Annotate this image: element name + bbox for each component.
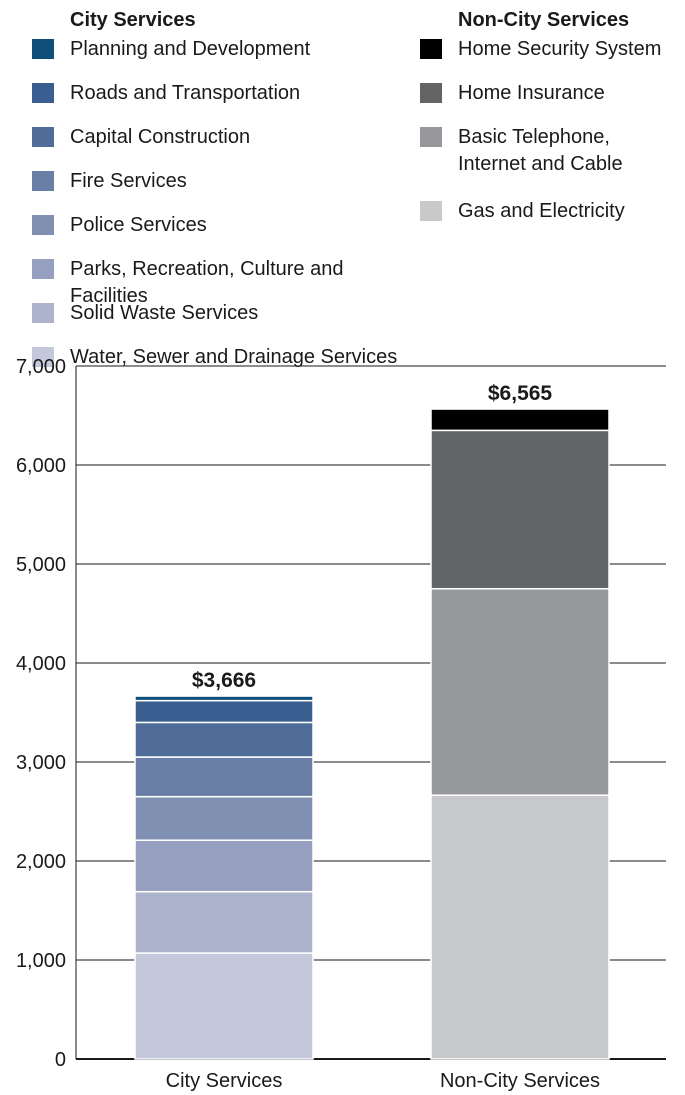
y-tick-label: 6,000 [16, 455, 66, 477]
bar-segment [134, 721, 314, 758]
bar-segment [134, 952, 314, 1060]
legend-label: Police Services [70, 214, 207, 236]
legend-swatch [32, 259, 54, 279]
legend-swatch [420, 83, 442, 103]
legend-swatch [32, 347, 54, 367]
legend-swatch [32, 215, 54, 235]
legend-swatch [420, 127, 442, 147]
bar-segment [134, 890, 314, 954]
legend-swatch [420, 39, 442, 59]
y-tick-label: 0 [55, 1049, 66, 1071]
city-legend-item: Parks, Recreation, Culture and Facilitie… [32, 256, 422, 307]
y-tick-label: 7,000 [16, 356, 66, 378]
city-legend-item: Water, Sewer and Drainage Services [32, 344, 422, 386]
legend-swatch [32, 83, 54, 103]
total-label: $6,565 [488, 382, 553, 405]
y-tick-label: 3,000 [16, 752, 66, 774]
city-legend-item: Police Services [32, 212, 422, 254]
noncity-legend-item: Gas and Electricity [420, 198, 682, 240]
legend-label: Fire Services [70, 170, 187, 192]
legend-label: Home Insurance [458, 82, 605, 104]
legend-noncity: Non-City Services Home Security System Ho… [420, 6, 682, 240]
x-tick-label: Non-City Services [440, 1070, 600, 1092]
legend-title-city: City Services [70, 9, 196, 31]
x-tick-label: City Services [166, 1070, 283, 1092]
legend-label: Gas and Electricity [458, 200, 625, 222]
legend-swatch [32, 171, 54, 191]
city-legend-item: Capital Construction [32, 124, 422, 166]
legend-label: Roads and Transportation [70, 82, 301, 104]
bar-segment [430, 408, 610, 432]
noncity-legend-item: Basic Telephone, Internet and Cable [420, 124, 682, 196]
noncity-legend-item: Home Security System [420, 36, 682, 78]
city-legend-item: Fire Services [32, 168, 422, 210]
legend-label: Water, Sewer and Drainage Services [70, 346, 398, 368]
y-tick-label: 5,000 [16, 554, 66, 576]
legend-swatch [32, 303, 54, 323]
legend-label: Basic Telephone, Internet and Cable [458, 126, 623, 175]
y-tick-label: 2,000 [16, 851, 66, 873]
legend-label: Solid Waste Services [70, 302, 259, 324]
bar-segment [134, 756, 314, 798]
legend-label: Capital Construction [70, 126, 251, 148]
city-legend-item: Solid Waste Services [32, 300, 422, 342]
legend-label: Home Security System [458, 38, 662, 60]
bar-segment [134, 699, 314, 724]
legend-city: City Services Planning and Development Ro… [32, 6, 422, 386]
y-tick-label: 1,000 [16, 950, 66, 972]
legend-label: Parks, Recreation, Culture and Facilitie… [70, 258, 344, 307]
total-label: $3,666 [192, 669, 256, 692]
city-legend-item: Roads and Transportation [32, 80, 422, 122]
bar-segment [134, 695, 314, 702]
legend-swatch [420, 201, 442, 221]
legend-title-noncity: Non-City Services [458, 9, 630, 31]
bar-segment [134, 795, 314, 841]
bar-segment [430, 588, 610, 796]
noncity-legend-item: Home Insurance [420, 80, 682, 122]
bar-segment [134, 839, 314, 893]
y-tick-label: 4,000 [16, 653, 66, 675]
bar-segment [430, 429, 610, 590]
legend-label: Planning and Development [70, 38, 311, 60]
legend-swatch [32, 39, 54, 59]
bar-segment [430, 794, 610, 1060]
legend-swatch [32, 127, 54, 147]
city-legend-item: Planning and Development [32, 36, 422, 78]
